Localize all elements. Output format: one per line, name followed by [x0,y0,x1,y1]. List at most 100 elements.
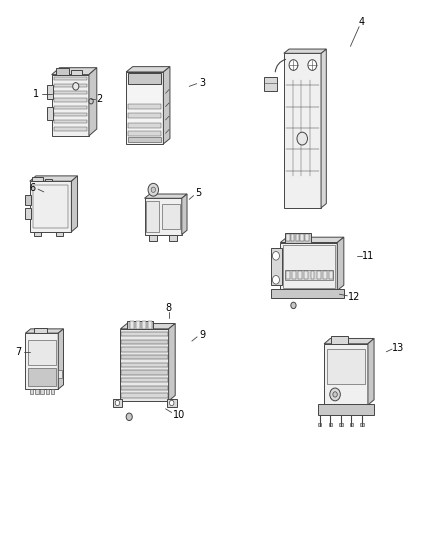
Circle shape [333,392,337,397]
Bar [339,423,343,426]
Bar [311,271,314,279]
Polygon shape [324,338,374,344]
Circle shape [115,400,120,406]
Bar [271,289,344,298]
Polygon shape [52,68,97,75]
Bar [128,73,161,84]
Bar [285,233,311,243]
Bar [121,378,168,382]
Polygon shape [120,324,175,329]
Bar [149,235,157,241]
Bar [121,340,168,344]
Polygon shape [58,329,64,389]
Bar [47,107,53,120]
Bar [142,321,146,329]
Bar [28,340,56,365]
Polygon shape [145,194,187,198]
Bar [127,321,153,329]
Bar [54,91,87,94]
Bar [28,368,56,386]
Polygon shape [169,324,175,401]
Bar [300,234,304,241]
Polygon shape [280,237,344,243]
Bar [121,370,168,375]
Bar [146,201,159,232]
Bar [40,389,44,394]
Bar [136,321,140,329]
Bar [162,204,180,229]
Text: 5: 5 [195,188,201,198]
Bar [54,84,87,87]
Bar [304,271,308,279]
Bar [30,389,33,394]
Bar [121,355,168,359]
Circle shape [272,276,279,284]
Bar [145,198,182,235]
Text: 12: 12 [348,292,360,302]
Bar [56,68,69,75]
Bar [283,245,335,288]
Bar [280,243,337,290]
Text: 3: 3 [199,78,205,87]
Bar [318,404,374,415]
Bar [45,179,52,181]
Circle shape [151,187,155,192]
Bar [25,208,31,219]
Bar [285,270,333,280]
Bar [324,344,368,405]
Bar [25,195,31,205]
Bar [51,389,54,394]
Bar [128,123,161,128]
Bar [121,393,168,398]
Polygon shape [71,176,78,232]
Polygon shape [25,329,64,333]
Bar [130,321,134,329]
Polygon shape [89,68,97,136]
Bar [54,77,87,80]
Bar [291,234,294,241]
Bar [52,75,89,136]
Bar [286,271,290,279]
Bar [46,389,49,394]
Text: 2: 2 [97,94,103,103]
Bar [33,185,68,228]
Text: 6: 6 [30,183,36,192]
Bar [35,389,39,394]
Circle shape [291,302,296,309]
Circle shape [297,132,307,145]
Bar [54,127,87,131]
Circle shape [73,83,79,90]
Circle shape [272,252,279,260]
Bar [350,423,353,426]
Bar [34,328,47,333]
Bar [121,348,168,352]
Bar [128,104,161,109]
Bar [54,99,87,102]
Polygon shape [284,49,326,53]
Bar [128,137,161,142]
Bar [58,370,62,378]
Bar [298,271,302,279]
Bar [296,234,299,241]
Circle shape [308,60,317,70]
Bar [271,248,282,285]
Bar [121,362,168,367]
Circle shape [126,413,132,421]
Bar [169,235,177,241]
Text: 7: 7 [15,347,21,357]
Polygon shape [368,338,374,405]
Bar [167,399,177,407]
Text: 8: 8 [166,303,172,313]
Circle shape [330,388,340,401]
Bar [34,232,41,236]
Bar [318,423,321,426]
Bar [148,321,152,329]
Polygon shape [321,49,326,208]
Text: 1: 1 [33,90,39,99]
Polygon shape [30,176,78,181]
Bar [25,333,58,389]
Text: 9: 9 [199,330,205,340]
Bar [120,329,169,401]
Text: 13: 13 [392,343,404,352]
Circle shape [148,183,159,196]
